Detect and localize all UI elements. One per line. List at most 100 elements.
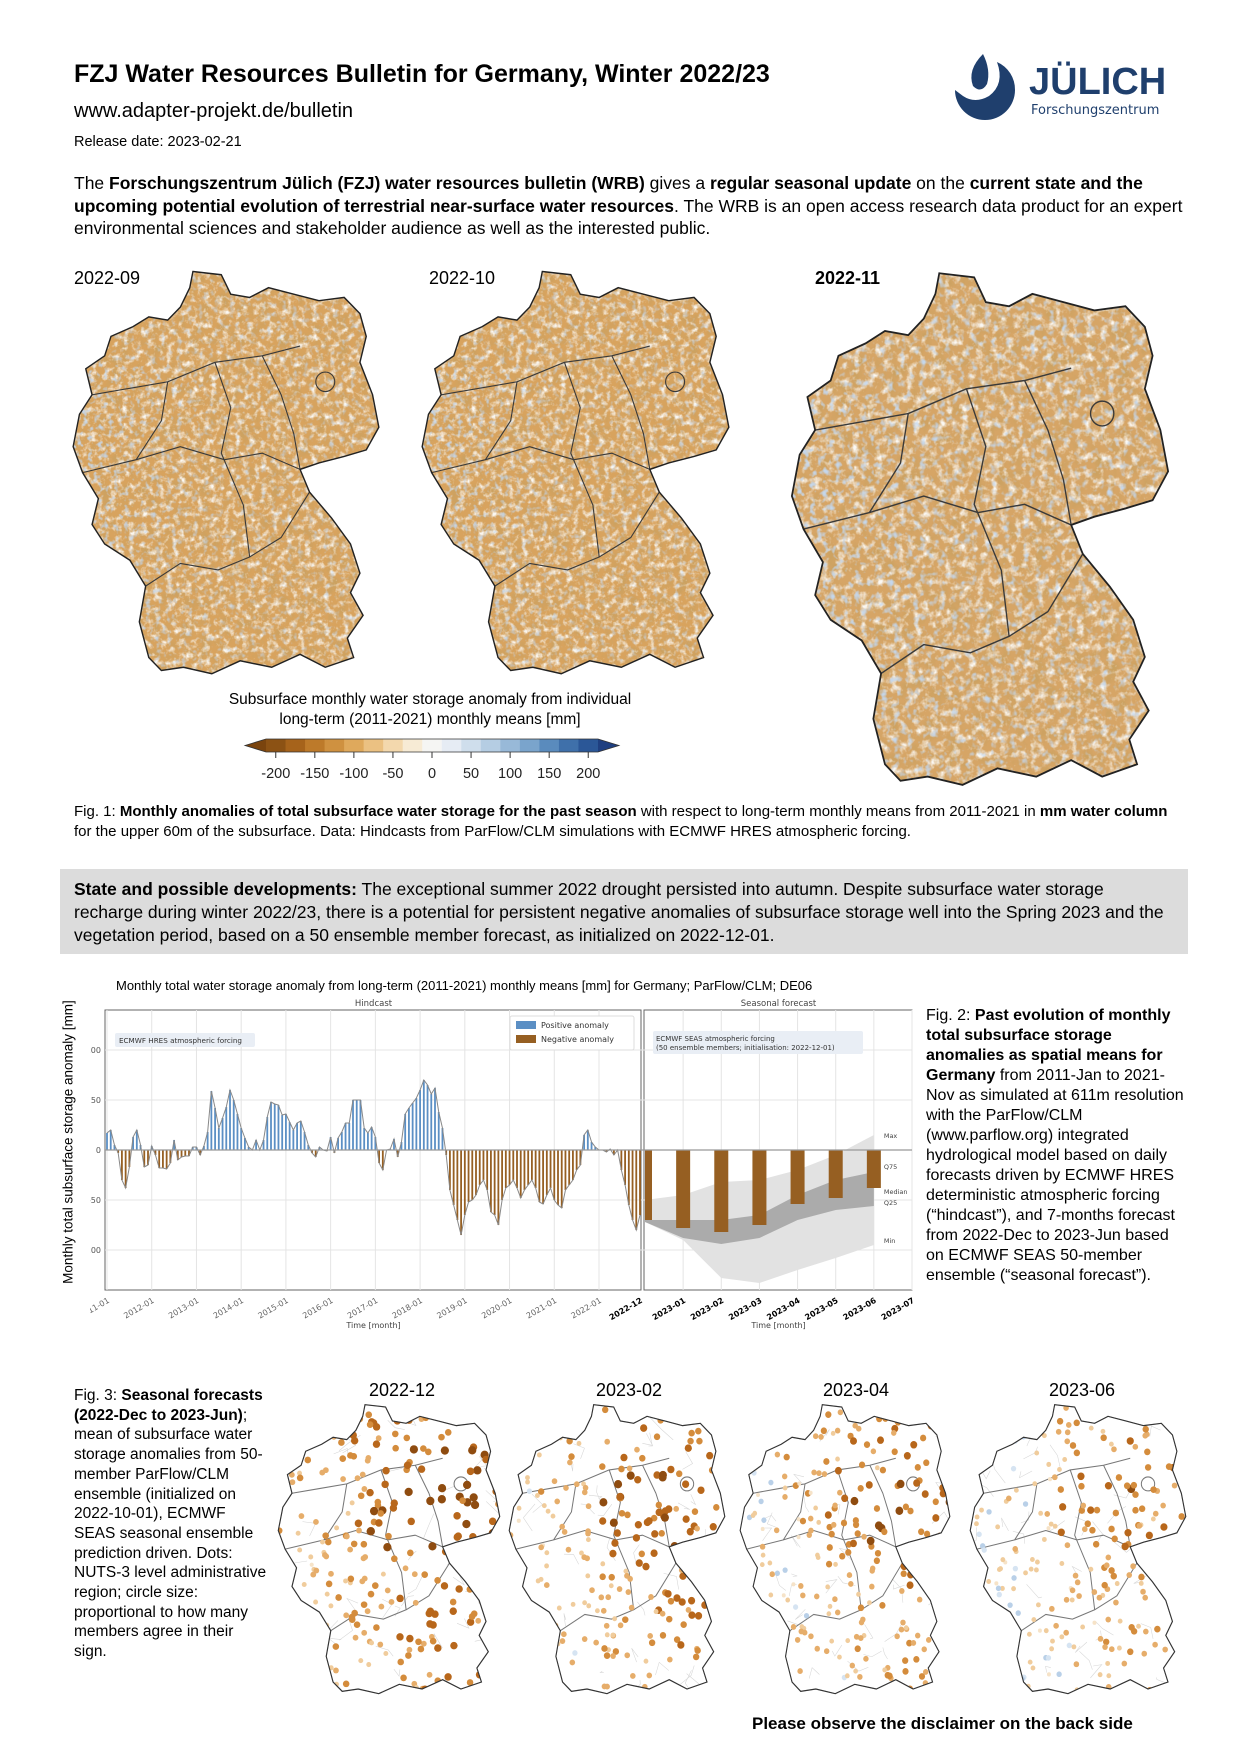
nuts3-dot [356, 1527, 362, 1534]
nuts3-dot [530, 1625, 536, 1631]
nuts3-dot [874, 1549, 882, 1557]
nuts3-dot [865, 1481, 873, 1489]
nuts3-dot [760, 1552, 766, 1558]
nuts3-dot [1011, 1586, 1016, 1592]
nuts3-dot [360, 1601, 368, 1609]
hindcast-bar [180, 1150, 183, 1157]
nuts3-dot [561, 1529, 568, 1535]
colorbar-segment [519, 739, 540, 752]
nuts3-dot [628, 1604, 635, 1611]
nuts3-dot [634, 1475, 642, 1484]
colorbar-outline [243, 738, 621, 753]
nuts3-dot [1152, 1641, 1158, 1648]
nuts3-dot [1032, 1415, 1039, 1422]
nuts3-dot [288, 1471, 295, 1478]
nuts3-dot [1162, 1688, 1169, 1694]
nuts3-dot [1065, 1422, 1072, 1428]
nuts3-dot [752, 1510, 758, 1516]
nuts3-dot [453, 1512, 461, 1520]
nuts3-dot [301, 1581, 307, 1588]
nuts3-dot [1112, 1509, 1120, 1517]
nuts3-dot [1100, 1428, 1106, 1434]
nuts3-dot [923, 1530, 931, 1538]
nuts3-dot [510, 1420, 516, 1426]
hindcast-bar [538, 1150, 541, 1202]
nuts3-dot [543, 1582, 550, 1589]
forecast-map-2023-06 [969, 1403, 1187, 1695]
nuts3-dot [313, 1519, 319, 1525]
nuts3-dot [515, 1687, 521, 1693]
chart-title: Monthly total water storage anomaly from… [116, 978, 813, 993]
nuts3-dot [579, 1550, 584, 1556]
hindcast-bar [124, 1150, 127, 1188]
nuts3-dot [610, 1632, 616, 1638]
nuts3-dot [1056, 1671, 1062, 1678]
nuts3-dot [629, 1412, 637, 1419]
nuts3-dot [1144, 1464, 1152, 1471]
nuts3-dot [972, 1608, 978, 1614]
nuts3-dot [487, 1563, 495, 1571]
hindcast-bar [143, 1150, 146, 1167]
hindcast-bar [270, 1102, 272, 1150]
nuts3-dot [1102, 1644, 1108, 1650]
nuts3-dot [837, 1654, 842, 1660]
nuts3-dot [708, 1406, 716, 1414]
nuts3-dot [673, 1505, 679, 1512]
district-lines [740, 1410, 950, 1694]
hindcast-bar [109, 1130, 112, 1150]
nuts3-dot [468, 1446, 477, 1455]
nuts3-dot [520, 1653, 526, 1660]
nuts3-dot [1167, 1404, 1175, 1406]
nuts3-dot [295, 1530, 301, 1536]
nuts3-dot [1110, 1572, 1117, 1580]
nuts3-dot [1046, 1410, 1052, 1416]
bulletin-url[interactable]: www.adapter-projekt.de/bulletin [74, 100, 354, 122]
nuts3-dot [429, 1637, 437, 1645]
hindcast-bar [221, 1118, 224, 1150]
nuts3-dot [402, 1565, 409, 1572]
hindcast-bar [337, 1138, 339, 1150]
nuts3-dot [1103, 1562, 1110, 1569]
nuts3-dot [626, 1406, 634, 1415]
nuts3-dot [678, 1552, 686, 1560]
hindcast-bar [355, 1100, 358, 1150]
nuts3-dot [361, 1629, 368, 1636]
hindcast-bar [367, 1133, 369, 1150]
nuts3-dot [406, 1634, 414, 1643]
nuts3-dot [509, 1489, 514, 1496]
nuts3-dot [1140, 1588, 1146, 1595]
nuts3-dot [921, 1646, 927, 1653]
nuts3-dot [768, 1665, 774, 1671]
nuts3-dot [1064, 1429, 1071, 1436]
forecast-bar [866, 1150, 881, 1188]
nuts3-dot [720, 1648, 725, 1657]
nuts3-dot [1010, 1465, 1017, 1472]
nuts3-dot [283, 1611, 290, 1617]
nuts3-dot [1171, 1482, 1178, 1489]
hindcast-bar [296, 1123, 298, 1150]
nuts3-dot [326, 1404, 333, 1406]
nuts3-dot [1092, 1620, 1097, 1625]
nuts3-dot [709, 1523, 717, 1531]
nuts3-dot [906, 1639, 913, 1647]
nuts3-dot [994, 1581, 999, 1586]
nuts3-dot [874, 1465, 880, 1471]
nuts3-dot [858, 1635, 864, 1642]
nuts3-dot [1036, 1602, 1041, 1608]
nuts3-dot [578, 1423, 585, 1430]
nuts3-dot [1092, 1693, 1098, 1694]
nuts3-dot [861, 1533, 867, 1540]
hindcast-bar [135, 1130, 138, 1150]
nuts3-dot [1006, 1424, 1012, 1430]
nuts3-dot [688, 1429, 695, 1437]
nuts3-dot [1127, 1648, 1134, 1656]
hindcast-bar [411, 1103, 414, 1150]
nuts3-dot [798, 1583, 804, 1589]
nuts3-dot [659, 1631, 667, 1639]
nuts3-dot [791, 1582, 796, 1587]
nuts3-dot [981, 1565, 987, 1571]
nuts3-dot [589, 1587, 595, 1594]
nuts3-dot [392, 1444, 399, 1452]
forecast-bar [828, 1150, 843, 1198]
nuts3-dot [459, 1497, 466, 1504]
